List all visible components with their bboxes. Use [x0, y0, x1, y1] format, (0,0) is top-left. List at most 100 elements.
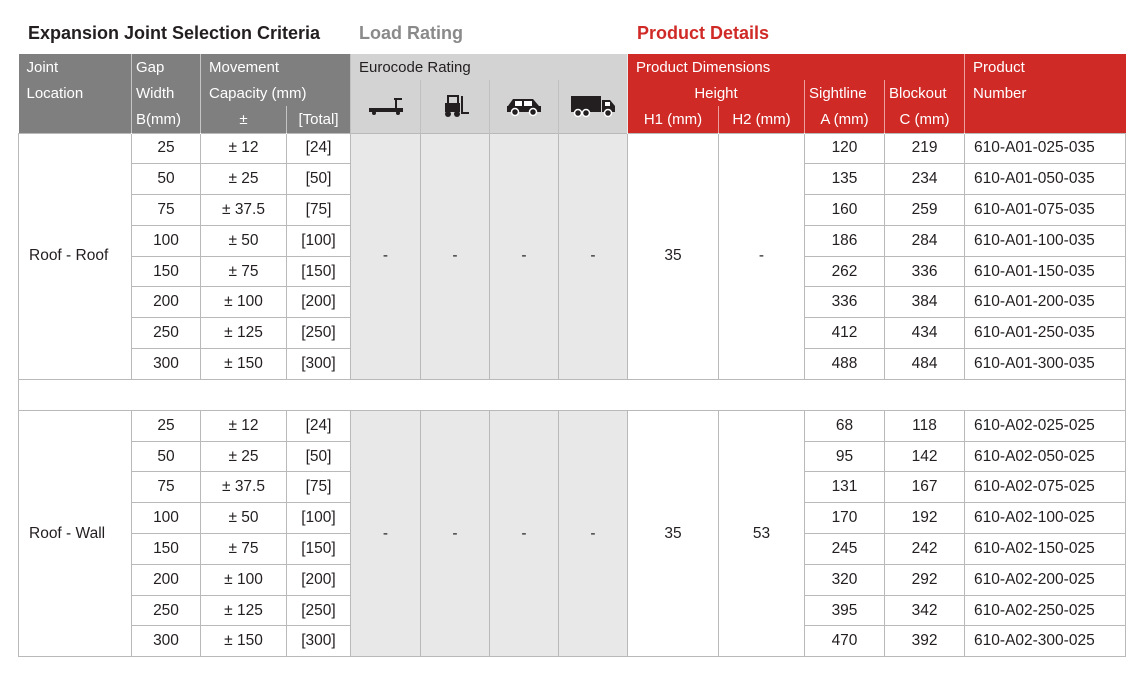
table-row: 50 ± 25 [50] 95 142 610-A02-050-025: [19, 440, 1127, 473]
movement-pm-cell: ± 100: [200, 563, 287, 596]
load-rating-cell: -: [489, 132, 559, 380]
table-row: 75 ± 37.5 [75] 160 259 610-A01-075-035: [19, 194, 1127, 226]
table-row: 50 ± 25 [50] 135 234 610-A01-050-035: [19, 163, 1127, 196]
spacer-cell: [17, 378, 1127, 411]
gap-width-cell: 150: [131, 533, 201, 565]
truck-icon: [571, 96, 615, 118]
header-movement-2: Capacity (mm): [200, 80, 351, 106]
blockout-cell: 384: [883, 286, 966, 319]
sightline-cell: 320: [804, 563, 885, 596]
height-h2-cell: 53: [718, 409, 805, 658]
header-movement-pm: ±: [200, 106, 287, 133]
header-gap-width-2: Width: [131, 80, 201, 106]
table-row: 200 ± 100 [200] 320 292 610-A02-200-025: [19, 563, 1127, 596]
movement-pm-cell: ± 75: [200, 533, 287, 565]
table-row: 300 ± 150 [300] 488 484 610-A01-300-035: [19, 348, 1127, 380]
movement-total-cell: [300]: [286, 348, 351, 380]
header-product-number-3: [964, 106, 1126, 133]
movement-total-cell: [100]: [286, 502, 351, 535]
header-product-number-1: Product: [964, 54, 1126, 80]
movement-pm-cell: ± 150: [200, 348, 287, 380]
expansion-joint-table: Joint Gap Movement Eurocode Rating Produ…: [17, 54, 1127, 658]
height-h1-cell: 35: [627, 409, 719, 658]
gap-width-cell: 300: [131, 348, 201, 380]
movement-total-cell: [250]: [286, 317, 351, 350]
movement-total-cell: [50]: [286, 163, 351, 196]
blockout-cell: 219: [883, 132, 966, 165]
header-product-number-2: Number: [964, 80, 1126, 106]
product-number-cell: 610-A01-050-035: [964, 163, 1127, 196]
movement-total-cell: [150]: [286, 533, 351, 565]
movement-total-cell: [250]: [286, 594, 351, 627]
blockout-cell: 484: [883, 348, 966, 380]
header-gap-width-1: Gap: [131, 54, 201, 80]
header-movement-1: Movement: [200, 54, 351, 80]
blockout-cell: 167: [883, 471, 966, 504]
product-number-cell: 610-A01-150-035: [964, 255, 1127, 288]
sightline-cell: 170: [804, 502, 885, 535]
load-rating-cell: -: [420, 409, 490, 658]
sightline-cell: 395: [804, 594, 885, 627]
sightline-cell: 95: [804, 440, 885, 473]
movement-pm-cell: ± 150: [200, 625, 287, 658]
product-number-cell: 610-A01-300-035: [964, 348, 1127, 380]
load-rating-cell: -: [350, 409, 421, 658]
movement-pm-cell: ± 25: [200, 440, 287, 473]
header-sightline-2: A (mm): [804, 106, 885, 133]
load-rating-cell: -: [558, 132, 628, 380]
load-rating-cell: -: [420, 132, 490, 380]
header-h1: H1 (mm): [627, 106, 719, 133]
movement-total-cell: [50]: [286, 440, 351, 473]
movement-pm-cell: ± 12: [200, 409, 287, 442]
blockout-cell: 342: [883, 594, 966, 627]
header-eurocode: Eurocode Rating: [350, 54, 628, 80]
gap-width-cell: 50: [131, 163, 201, 196]
blockout-cell: 192: [883, 502, 966, 535]
gap-width-cell: 250: [131, 594, 201, 627]
section-titles: Expansion Joint Selection Criteria Load …: [0, 0, 1144, 54]
sightline-cell: 135: [804, 163, 885, 196]
sightline-cell: 262: [804, 255, 885, 288]
height-h1-cell: 35: [627, 132, 719, 380]
product-number-cell: 610-A01-200-035: [964, 286, 1127, 319]
product-number-cell: 610-A01-100-035: [964, 224, 1127, 257]
table-row: 100 ± 50 [100] 170 192 610-A02-100-025: [19, 502, 1127, 535]
movement-total-cell: [150]: [286, 255, 351, 288]
header-h2: H2 (mm): [718, 106, 805, 133]
movement-pm-cell: ± 25: [200, 163, 287, 196]
blockout-cell: 242: [883, 533, 966, 565]
blockout-cell: 259: [883, 194, 966, 226]
movement-total-cell: [300]: [286, 625, 351, 658]
product-number-cell: 610-A02-025-025: [964, 409, 1127, 442]
car-icon: [507, 99, 541, 117]
header-movement-total: [Total]: [286, 106, 351, 133]
header-sightline-1: Sightline: [804, 80, 885, 106]
header-blockout-2: C (mm): [883, 106, 965, 133]
sightline-cell: 488: [804, 348, 885, 380]
selection-criteria-title: Expansion Joint Selection Criteria: [28, 23, 321, 43]
header-height: Height: [627, 80, 805, 106]
gap-width-cell: 150: [131, 255, 201, 288]
gap-width-cell: 200: [131, 563, 201, 596]
group-spacer-row: [17, 378, 1127, 411]
gap-width-cell: 25: [131, 132, 201, 165]
movement-total-cell: [24]: [286, 409, 351, 442]
sightline-cell: 336: [804, 286, 885, 319]
blockout-cell: 292: [883, 563, 966, 596]
product-details-title: Product Details: [637, 23, 770, 43]
movement-pm-cell: ± 125: [200, 317, 287, 350]
sightline-cell: 470: [804, 625, 885, 658]
table-row: 300 ± 150 [300] 470 392 610-A02-300-025: [19, 625, 1127, 658]
table-row: Roof - Roof 25 ± 12 [24] - - - -35-120 219 610-A0…: [18, 132, 1127, 380]
blockout-cell: 234: [883, 163, 966, 196]
header-vehicle-forklift: [420, 80, 490, 133]
forklift-icon: [445, 95, 469, 118]
movement-pm-cell: ± 37.5: [200, 471, 287, 504]
table-row: 150 ± 75 [150] 245 242 610-A02-150-025: [19, 533, 1127, 565]
movement-total-cell: [200]: [286, 563, 351, 596]
movement-pm-cell: ± 100: [200, 286, 287, 319]
header-joint-location-3: [18, 106, 132, 133]
gap-width-cell: 200: [131, 286, 201, 319]
header-joint-location-1: Joint: [18, 54, 132, 80]
blockout-cell: 434: [883, 317, 966, 350]
